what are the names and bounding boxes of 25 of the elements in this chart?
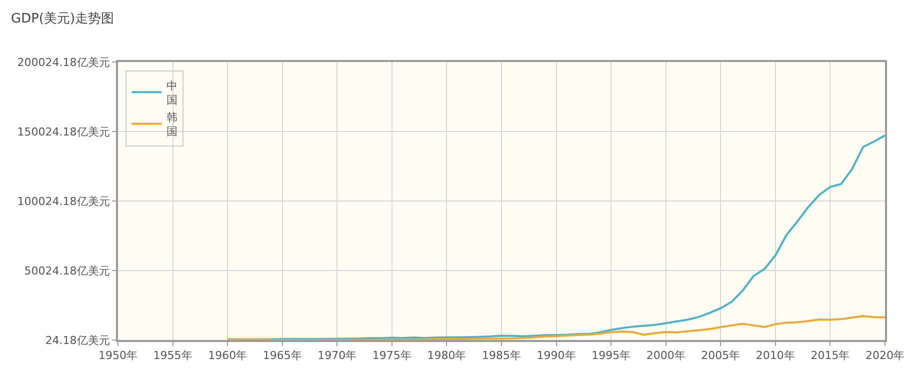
x-tick-label: 1970年 [318,349,357,362]
x-tick-label: 1960年 [208,349,248,362]
y-tick-label: 24.18亿美元 [45,334,110,347]
line-series [226,134,885,340]
x-tick-label: 1965年 [262,349,302,362]
legend-label: 中国 [166,79,178,107]
line-series [226,314,885,340]
chart-title: GDP(美元)走势图 [11,10,114,27]
x-tick-label: 1985年 [482,349,521,362]
x-tick-label: 2010年 [756,349,795,362]
x-tick-label: 2000年 [646,349,686,362]
x-tick-label: 1975年 [372,349,412,362]
y-tick-label: 200024.18亿美元 [17,56,110,69]
x-tick-label: 1950年 [98,349,138,362]
x-tick-label: 1995年 [592,349,631,362]
y-tick-label: 50024.18亿美元 [24,264,110,278]
x-tick-label: 1955年 [153,349,192,362]
y-tick-label: 100024.18亿美元 [17,194,110,208]
x-tick-label: 2005年 [701,349,740,362]
x-tick-label: 1980年 [427,349,466,362]
x-tick-label: 2020年 [866,349,904,362]
y-tick-label: 150024.18亿美元 [17,125,110,138]
x-tick-label: 1990年 [536,349,576,362]
x-tick-label: 2015年 [810,349,850,362]
legend-label: 韩国 [166,110,178,138]
